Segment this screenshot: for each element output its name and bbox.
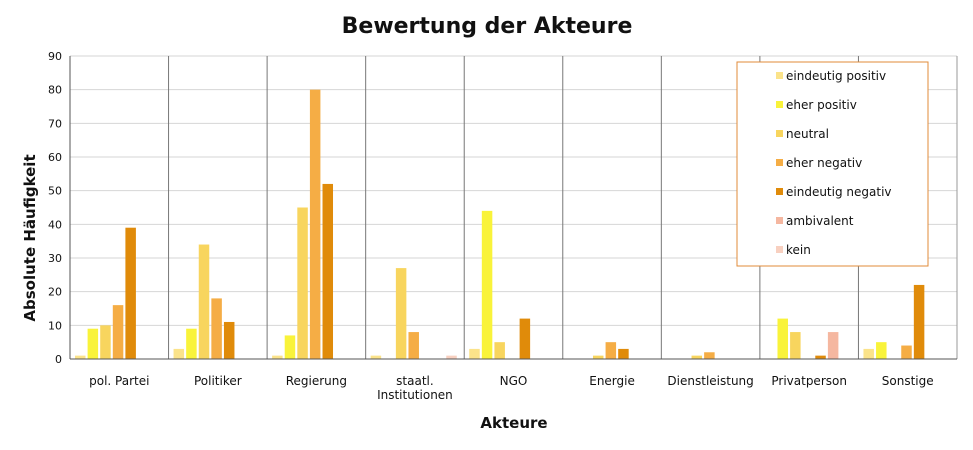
- bar: [605, 342, 617, 359]
- bar: [125, 227, 136, 359]
- y-tick-label: 60: [48, 151, 62, 164]
- y-tick-label: 30: [48, 252, 62, 265]
- bar: [75, 355, 86, 359]
- legend-entry: neutral: [786, 127, 829, 141]
- legend-swatch: [776, 246, 783, 253]
- bar: [790, 332, 801, 359]
- bar: [322, 183, 334, 359]
- bar: [297, 207, 308, 359]
- legend-swatch: [776, 188, 783, 195]
- y-tick-label: 40: [48, 218, 62, 231]
- bar: [370, 355, 382, 359]
- bar: [309, 89, 321, 360]
- legend-entry: ambivalent: [786, 214, 854, 228]
- legend-entry: eindeutig positiv: [786, 69, 886, 83]
- y-tick-label: 10: [48, 319, 62, 332]
- bar: [408, 332, 419, 359]
- y-tick-labels: 0 10 20 30 40 50 60 70 80 90: [48, 50, 62, 366]
- x-category-label: NGO: [500, 374, 528, 388]
- x-category-label: Politiker: [194, 374, 242, 388]
- x-axis-title: Akteure: [480, 414, 547, 432]
- bar: [618, 348, 629, 359]
- y-axis-title: Absolute Häufigkeit: [21, 154, 39, 321]
- x-category-label: Privatperson: [771, 374, 847, 388]
- axes: [69, 56, 958, 360]
- legend-swatch: [776, 159, 783, 166]
- bar: [691, 355, 703, 359]
- bar: [198, 244, 210, 359]
- bar: [211, 298, 222, 359]
- x-category-label: Energie: [589, 374, 635, 388]
- bar: [494, 342, 505, 359]
- bar: [815, 355, 826, 359]
- x-category-label: staatl. Institutionen: [377, 374, 453, 402]
- x-category-label: pol. Partei: [89, 374, 149, 388]
- bar: [186, 328, 197, 359]
- bar: [100, 325, 111, 359]
- legend-swatch: [776, 101, 783, 108]
- legend-entry: eher positiv: [786, 98, 857, 112]
- bars: [75, 89, 925, 360]
- chart-title: Bewertung der Akteure: [342, 14, 633, 39]
- legend-swatch: [776, 217, 783, 224]
- bar: [827, 332, 839, 359]
- bar: [284, 335, 296, 359]
- legend-entry: eindeutig negativ: [786, 185, 892, 199]
- bar: [592, 355, 604, 359]
- bar: [863, 348, 874, 359]
- legend-swatch: [776, 72, 783, 79]
- x-category-label: Regierung: [286, 374, 347, 388]
- bar: [173, 348, 185, 359]
- y-tick-label: 90: [48, 50, 62, 63]
- x-category-label: Dienstleistung: [667, 374, 753, 388]
- bar: [395, 268, 407, 359]
- bar: [112, 305, 124, 359]
- bar: [704, 352, 715, 359]
- x-category-labels: pol. Partei Politiker Regierung staatl. Inst…: [89, 374, 934, 402]
- bar: [469, 348, 480, 359]
- bar: [777, 318, 788, 359]
- bar: [876, 342, 887, 359]
- y-tick-label: 80: [48, 84, 62, 97]
- y-tick-label: 70: [48, 117, 62, 130]
- bar: [87, 328, 99, 359]
- x-category-label: Sonstige: [882, 374, 934, 388]
- bar: [446, 355, 457, 359]
- bar: [901, 345, 912, 359]
- bar: [272, 355, 283, 359]
- bar: [913, 284, 925, 359]
- legend: eindeutig positiv eher positiv neutral eher…: [736, 61, 929, 267]
- y-tick-label: 0: [55, 353, 62, 366]
- legend-box: [736, 61, 929, 267]
- legend-entry: kein: [786, 243, 811, 257]
- bar: [481, 210, 493, 359]
- legend-entry: eher negativ: [786, 156, 862, 170]
- y-tick-label: 50: [48, 185, 62, 198]
- bar: [223, 321, 235, 359]
- legend-swatch: [776, 130, 783, 137]
- y-tick-label: 20: [48, 286, 62, 299]
- bar: [519, 318, 531, 359]
